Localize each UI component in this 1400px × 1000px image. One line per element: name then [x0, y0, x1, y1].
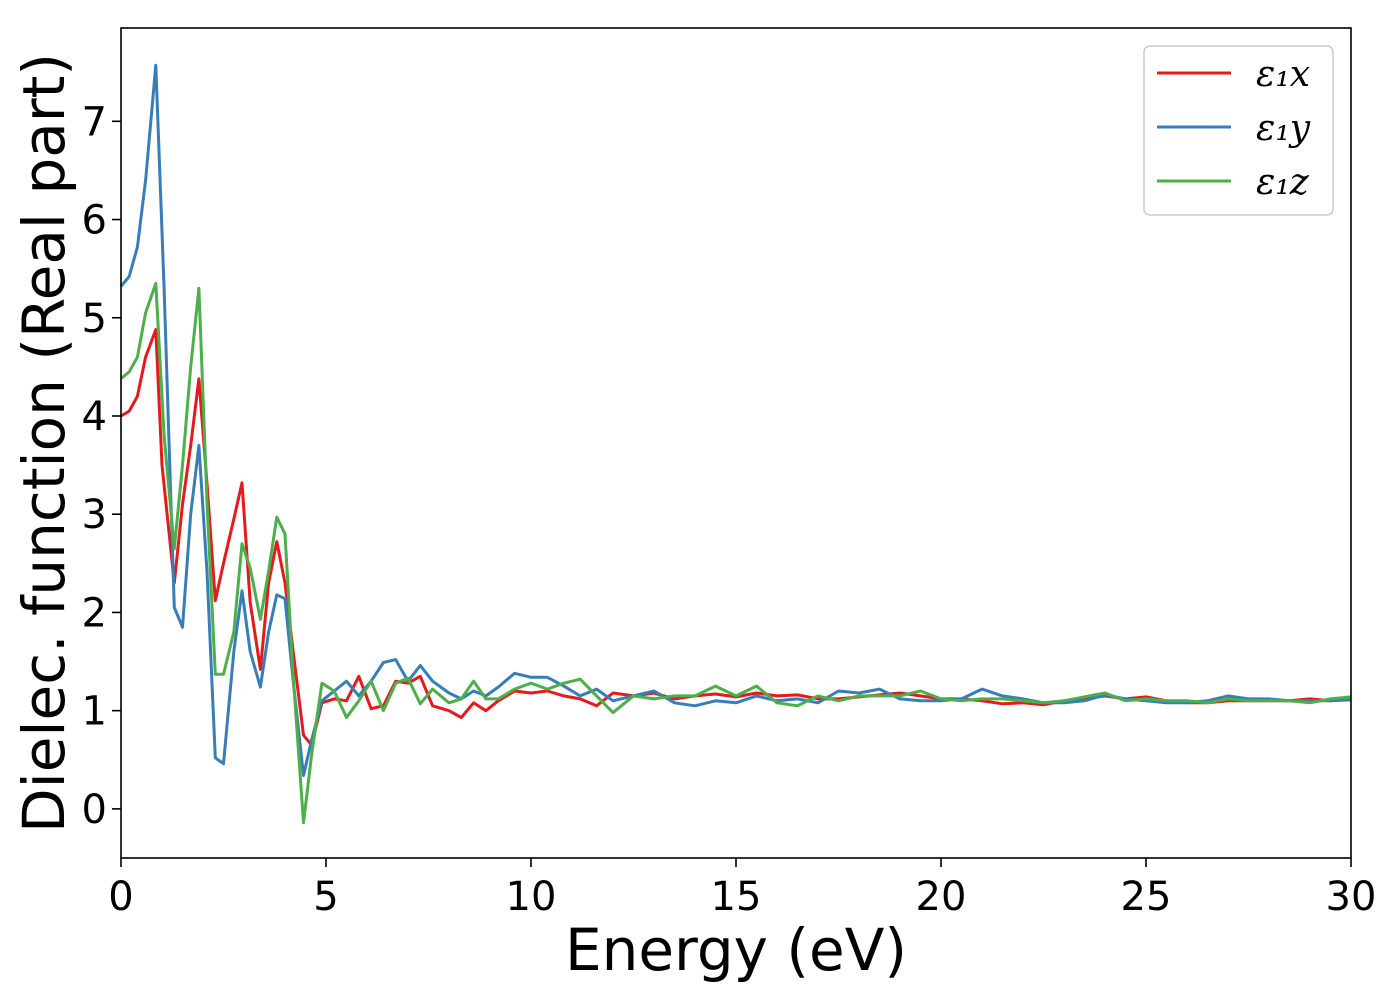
series-line-2: [120, 281, 1352, 825]
legend: ε₁x ε₁y ε₁z: [1143, 45, 1334, 216]
y-tick-label: 6: [82, 198, 107, 244]
x-tick-label: 15: [711, 874, 762, 920]
y-tick-label: 3: [82, 492, 107, 538]
x-tick-label: 30: [1326, 874, 1377, 920]
y-tick-label: 4: [82, 394, 107, 440]
x-tick-label: 5: [313, 874, 338, 920]
legend-box: [1143, 45, 1334, 216]
legend-label-series-0: ε₁x: [1256, 54, 1310, 95]
series-layer: [119, 63, 1352, 825]
y-tick-label: 1: [82, 689, 107, 735]
x-tick-label: 0: [108, 874, 133, 920]
y-tick-label: 5: [82, 296, 107, 342]
x-tick-label: 20: [916, 874, 967, 920]
series-line-0: [120, 328, 1352, 747]
y-axis: 0 1 2 3 4 5 6 7: [82, 99, 121, 833]
x-tick-label: 10: [506, 874, 557, 920]
y-axis-title: Dielec. function (Real part): [10, 53, 78, 833]
x-axis: 0 5 10 15 20 25 30: [108, 858, 1376, 920]
legend-label-series-2: ε₁z: [1256, 162, 1310, 203]
legend-label-series-1: ε₁y: [1256, 108, 1311, 149]
y-tick-label: 7: [82, 99, 107, 145]
x-tick-label: 25: [1121, 874, 1172, 920]
x-axis-title: Energy (eV): [565, 916, 907, 984]
y-tick-label: 0: [82, 787, 107, 833]
y-tick-label: 2: [82, 590, 107, 636]
series-line-1: [119, 63, 1352, 777]
